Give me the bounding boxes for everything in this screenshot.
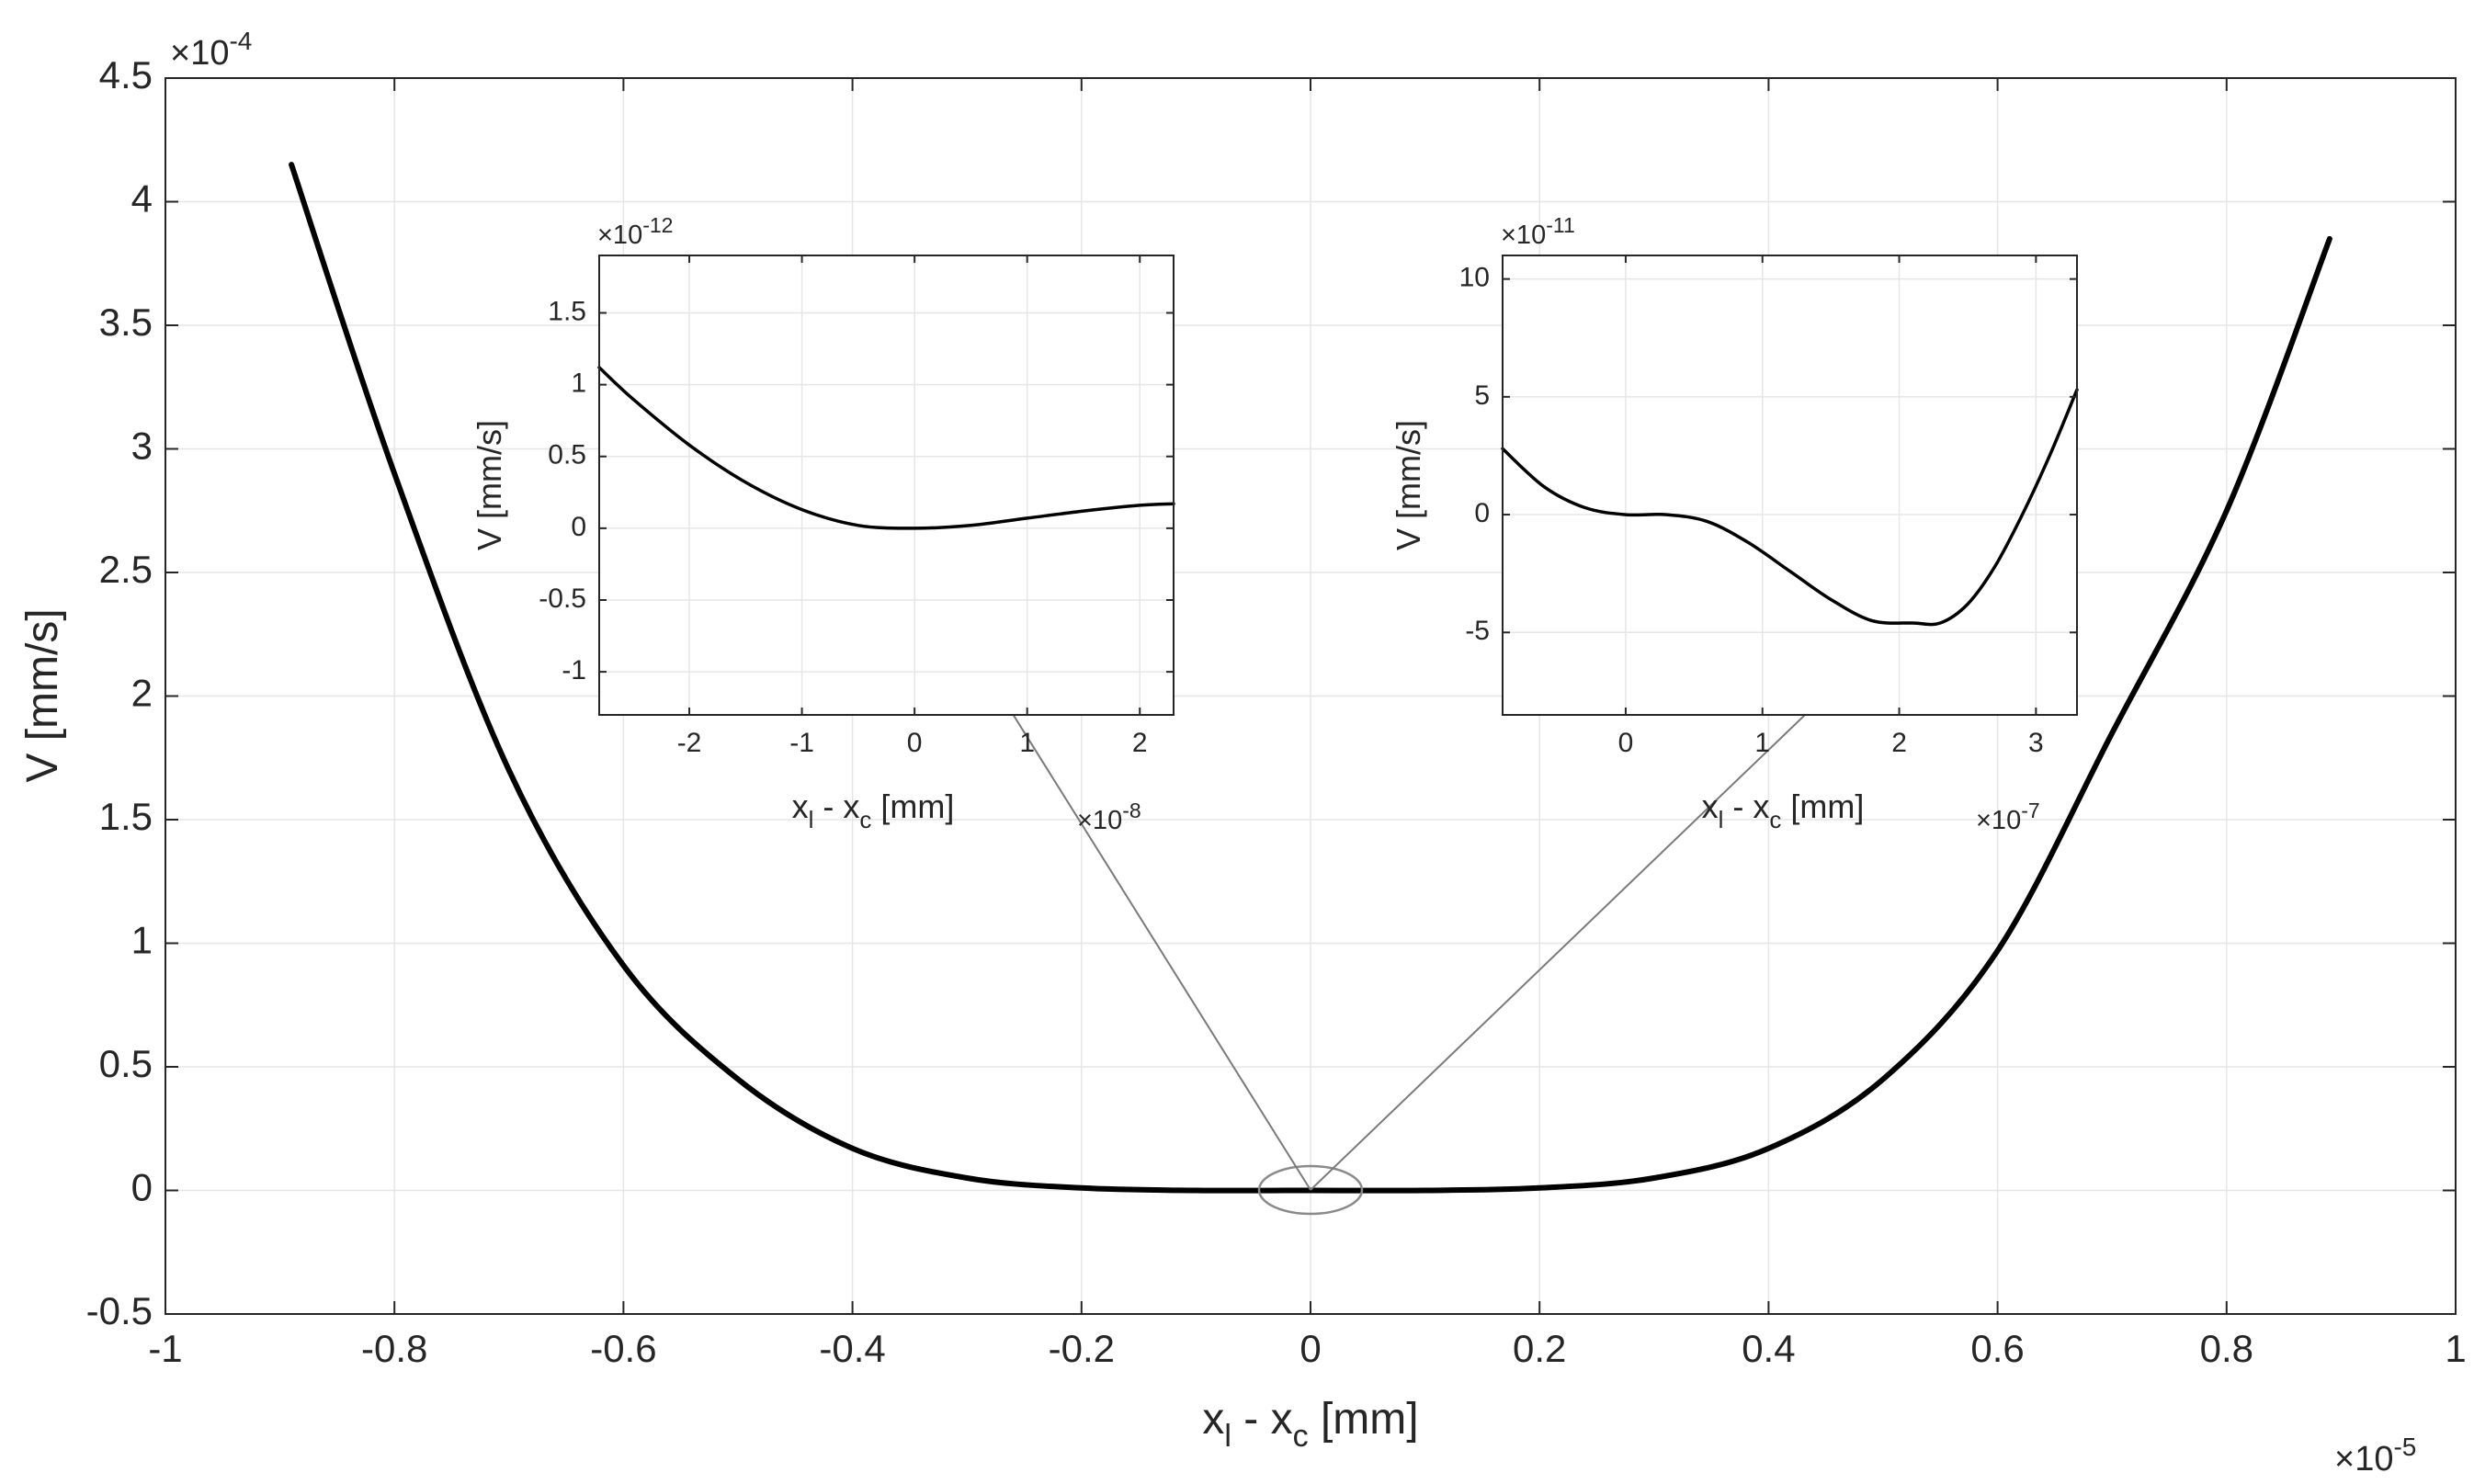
- inset-right-y-ticks: -5 0 5 10: [1459, 263, 2077, 646]
- inset-left-x-tick-label: 1: [1019, 728, 1035, 758]
- inset-left-y-tick-label: -1: [562, 655, 586, 685]
- main-x-ticks: -1 -0.8 -0.6 -0.4 -0.2 0 0.2 0.4 0.6 0.8 1: [148, 78, 2467, 1370]
- inset-left-y-axis-label: V [mm/s]: [471, 420, 508, 550]
- inset-left-x-exponent: ×10-8: [1077, 799, 1141, 835]
- inset-right-y-tick-label: 0: [1474, 498, 1490, 528]
- inset-chart-right: 0 1 2 3 -5 0 5 10 xl - xc [mm] V [mm/s] ×10-11…: [1390, 213, 2079, 835]
- main-x-tick-label: 0.6: [1970, 1327, 2024, 1370]
- inset-right-grid: [1503, 255, 2077, 715]
- main-series-line: [289, 162, 2332, 1194]
- main-y-tick-label: -0.5: [86, 1289, 153, 1332]
- inset-right-frame: [1502, 255, 2078, 716]
- inset-left-y-ticks: -1 -0.5 0 0.5 1 1.5: [539, 296, 1174, 685]
- main-y-tick-label: 2: [131, 672, 153, 715]
- main-x-tick-label: -0.2: [1049, 1327, 1115, 1370]
- main-x-axis-label: xl - xc [mm]: [1202, 1395, 1418, 1454]
- inset-left-y-tick-label: 1.5: [548, 296, 586, 326]
- inset-right-y-exponent: ×10-11: [1501, 213, 1575, 250]
- main-y-tick-label: 4.5: [99, 53, 153, 96]
- inset-left-x-axis-label: xl - xc [mm]: [792, 787, 955, 833]
- inset-left-y-exponent: ×10-12: [597, 213, 673, 250]
- main-y-tick-label: 0.5: [99, 1042, 153, 1085]
- inset-right-plot-area: [1503, 255, 2077, 715]
- inset-left-y-tick-label: -0.5: [539, 583, 586, 614]
- inset-left-y-tick-label: 0.5: [548, 440, 586, 470]
- main-chart: -1 -0.8 -0.6 -0.4 -0.2 0 0.2 0.4 0.6 0.8 1 -0.5 0 0.…: [18, 27, 2467, 1478]
- main-y-tick-label: 3: [131, 425, 153, 468]
- main-y-tick-label: 1.5: [99, 795, 153, 838]
- main-y-tick-label: 3.5: [99, 300, 153, 344]
- main-y-exponent: ×10-4: [170, 27, 252, 73]
- inset-right-x-axis-label: xl - xc [mm]: [1702, 787, 1865, 833]
- main-x-tick-label: 0.8: [2200, 1327, 2253, 1370]
- inset-left-x-tick-label: -1: [789, 728, 814, 758]
- main-series: [289, 162, 2332, 1194]
- main-y-tick-label: 0: [131, 1166, 153, 1209]
- main-x-tick-label: -0.8: [361, 1327, 427, 1370]
- inset-chart-left: -2 -1 0 1 2 -1 -0.5 0 0.5 1 1.5 xl - xc [mm] V [m…: [471, 213, 1175, 835]
- inset-right-y-tick-label: 10: [1459, 263, 1490, 293]
- inset-right-x-tick-label: 2: [1891, 728, 1907, 758]
- main-x-tick-label: 1: [2445, 1327, 2466, 1370]
- main-x-tick-label: 0.2: [1513, 1327, 1566, 1370]
- inset-right-x-exponent: ×10-7: [1976, 799, 2040, 835]
- inset-left-x-tick-label: -2: [677, 728, 702, 758]
- main-y-tick-label: 2.5: [99, 548, 153, 591]
- inset-left-plot-area: [599, 255, 1174, 715]
- inset-right-x-ticks: 0 1 2 3: [1618, 255, 2044, 758]
- inset-left-y-tick-label: 0: [571, 512, 586, 542]
- inset-left-series-line: [597, 366, 1175, 530]
- inset-right-y-tick-label: -5: [1465, 616, 1490, 646]
- inset-right-series: [1501, 388, 2079, 627]
- inset-right-y-tick-label: 5: [1474, 380, 1490, 411]
- main-x-tick-label: 0.4: [1742, 1327, 1795, 1370]
- main-y-ticks: -0.5 0 0.5 1 1.5 2 2.5 3 3.5 4 4.5: [86, 53, 2456, 1332]
- main-x-tick-label: 0: [1299, 1327, 1321, 1370]
- main-x-tick-label: -0.6: [590, 1327, 656, 1370]
- main-x-exponent: ×10-5: [2334, 1433, 2416, 1478]
- zoom-region-ellipse: [1257, 1164, 1364, 1216]
- main-y-tick-label: 1: [131, 919, 153, 962]
- main-y-axis-label: V [mm/s]: [18, 608, 67, 782]
- main-x-tick-label: -1: [148, 1327, 182, 1370]
- inset-right-series-line: [1501, 388, 2079, 627]
- inset-left-x-ticks: -2 -1 0 1 2: [677, 255, 1148, 758]
- inset-left-x-tick-label: 2: [1132, 728, 1148, 758]
- inset-right-y-axis-label: V [mm/s]: [1390, 420, 1427, 550]
- inset-right-x-tick-label: 1: [1754, 728, 1770, 758]
- main-x-tick-label: -0.4: [819, 1327, 885, 1370]
- inset-left-frame: [598, 255, 1175, 716]
- main-y-tick-label: 4: [131, 177, 153, 221]
- inset-left-y-tick-label: 1: [571, 368, 586, 399]
- inset-left-x-tick-label: 0: [907, 728, 923, 758]
- inset-left-series: [597, 366, 1175, 530]
- inset-right-x-tick-label: 0: [1618, 728, 1634, 758]
- inset-right-x-tick-label: 3: [2028, 728, 2044, 758]
